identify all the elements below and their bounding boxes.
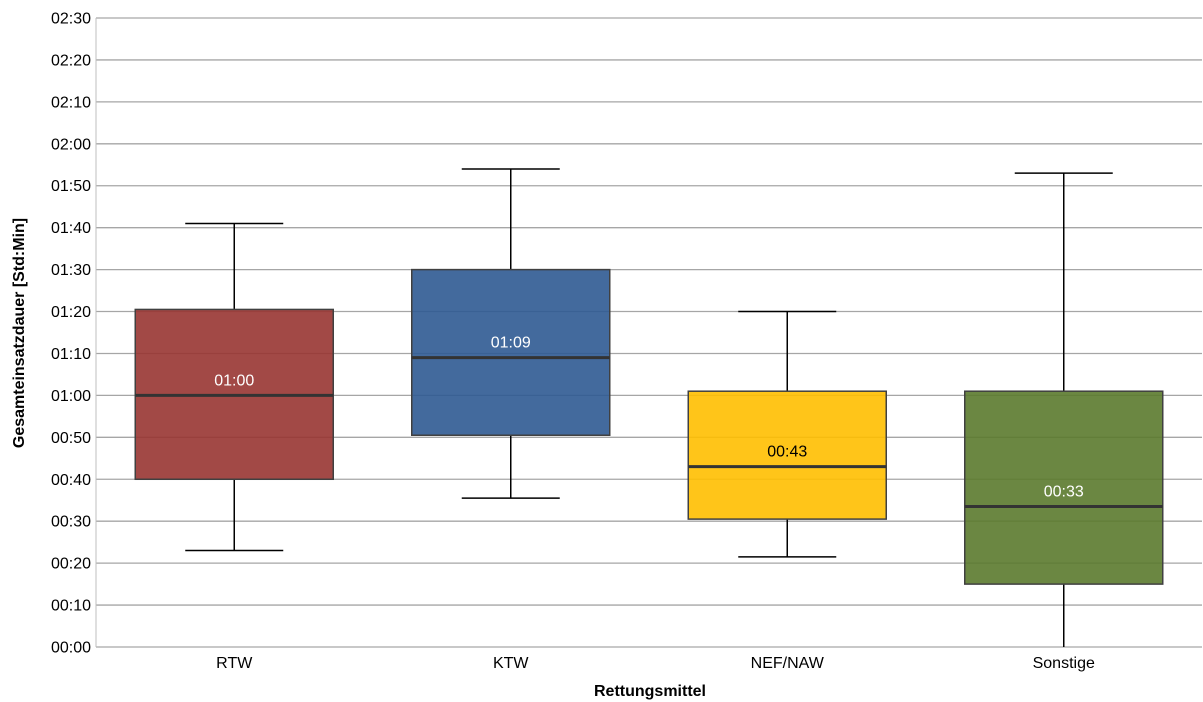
x-tick-label: KTW bbox=[493, 655, 529, 672]
box-ktw: 01:09 bbox=[411, 168, 611, 499]
y-tick-label: 02:30 bbox=[51, 11, 91, 28]
y-tick-label: 00:20 bbox=[51, 556, 91, 573]
y-tick-label: 00:40 bbox=[51, 472, 91, 489]
y-tick-label: 01:00 bbox=[51, 388, 91, 405]
y-tick-label: 01:30 bbox=[51, 262, 91, 279]
y-tick-label: 01:40 bbox=[51, 220, 91, 237]
x-tick-label: NEF/NAW bbox=[751, 655, 825, 672]
y-tick-label: 00:00 bbox=[51, 640, 91, 657]
x-tick-label: Sonstige bbox=[1033, 655, 1095, 672]
x-tick-label: RTW bbox=[216, 655, 253, 672]
median-label: 01:09 bbox=[491, 335, 531, 352]
y-tick-label: 02:10 bbox=[51, 94, 91, 111]
median-label: 01:00 bbox=[214, 372, 254, 389]
x-tick-labels: RTW KTW NEF/NAW Sonstige bbox=[216, 655, 1095, 672]
y-tick-label: 01:10 bbox=[51, 346, 91, 363]
median-label: 00:43 bbox=[767, 444, 807, 461]
iqr-box bbox=[411, 268, 611, 436]
box-rtw: 01:00 bbox=[134, 222, 334, 552]
iqr-box bbox=[687, 390, 887, 520]
median-label: 00:33 bbox=[1044, 484, 1084, 501]
y-tick-label: 02:20 bbox=[51, 52, 91, 69]
y-tick-label: 01:50 bbox=[51, 178, 91, 195]
y-axis-title: Gesamteinsatzdauer [Std:Min] bbox=[11, 218, 28, 448]
y-tick-label: 00:10 bbox=[51, 598, 91, 615]
box-nef-naw: 00:43 bbox=[687, 310, 887, 558]
y-tick-label: 02:00 bbox=[51, 136, 91, 153]
y-tick-labels: 00:00 00:10 00:20 00:30 00:40 00:50 01:00 01:10… bbox=[51, 11, 91, 657]
y-tick-label: 00:50 bbox=[51, 430, 91, 447]
x-axis-title: Rettungsmittel bbox=[594, 683, 706, 700]
iqr-box bbox=[964, 390, 1164, 585]
boxes: 01:00 01:09 00:43 00:33 bbox=[134, 168, 1164, 647]
y-tick-label: 01:20 bbox=[51, 304, 91, 321]
y-tick-label: 00:30 bbox=[51, 514, 91, 531]
box-sonstige: 00:33 bbox=[964, 172, 1164, 647]
